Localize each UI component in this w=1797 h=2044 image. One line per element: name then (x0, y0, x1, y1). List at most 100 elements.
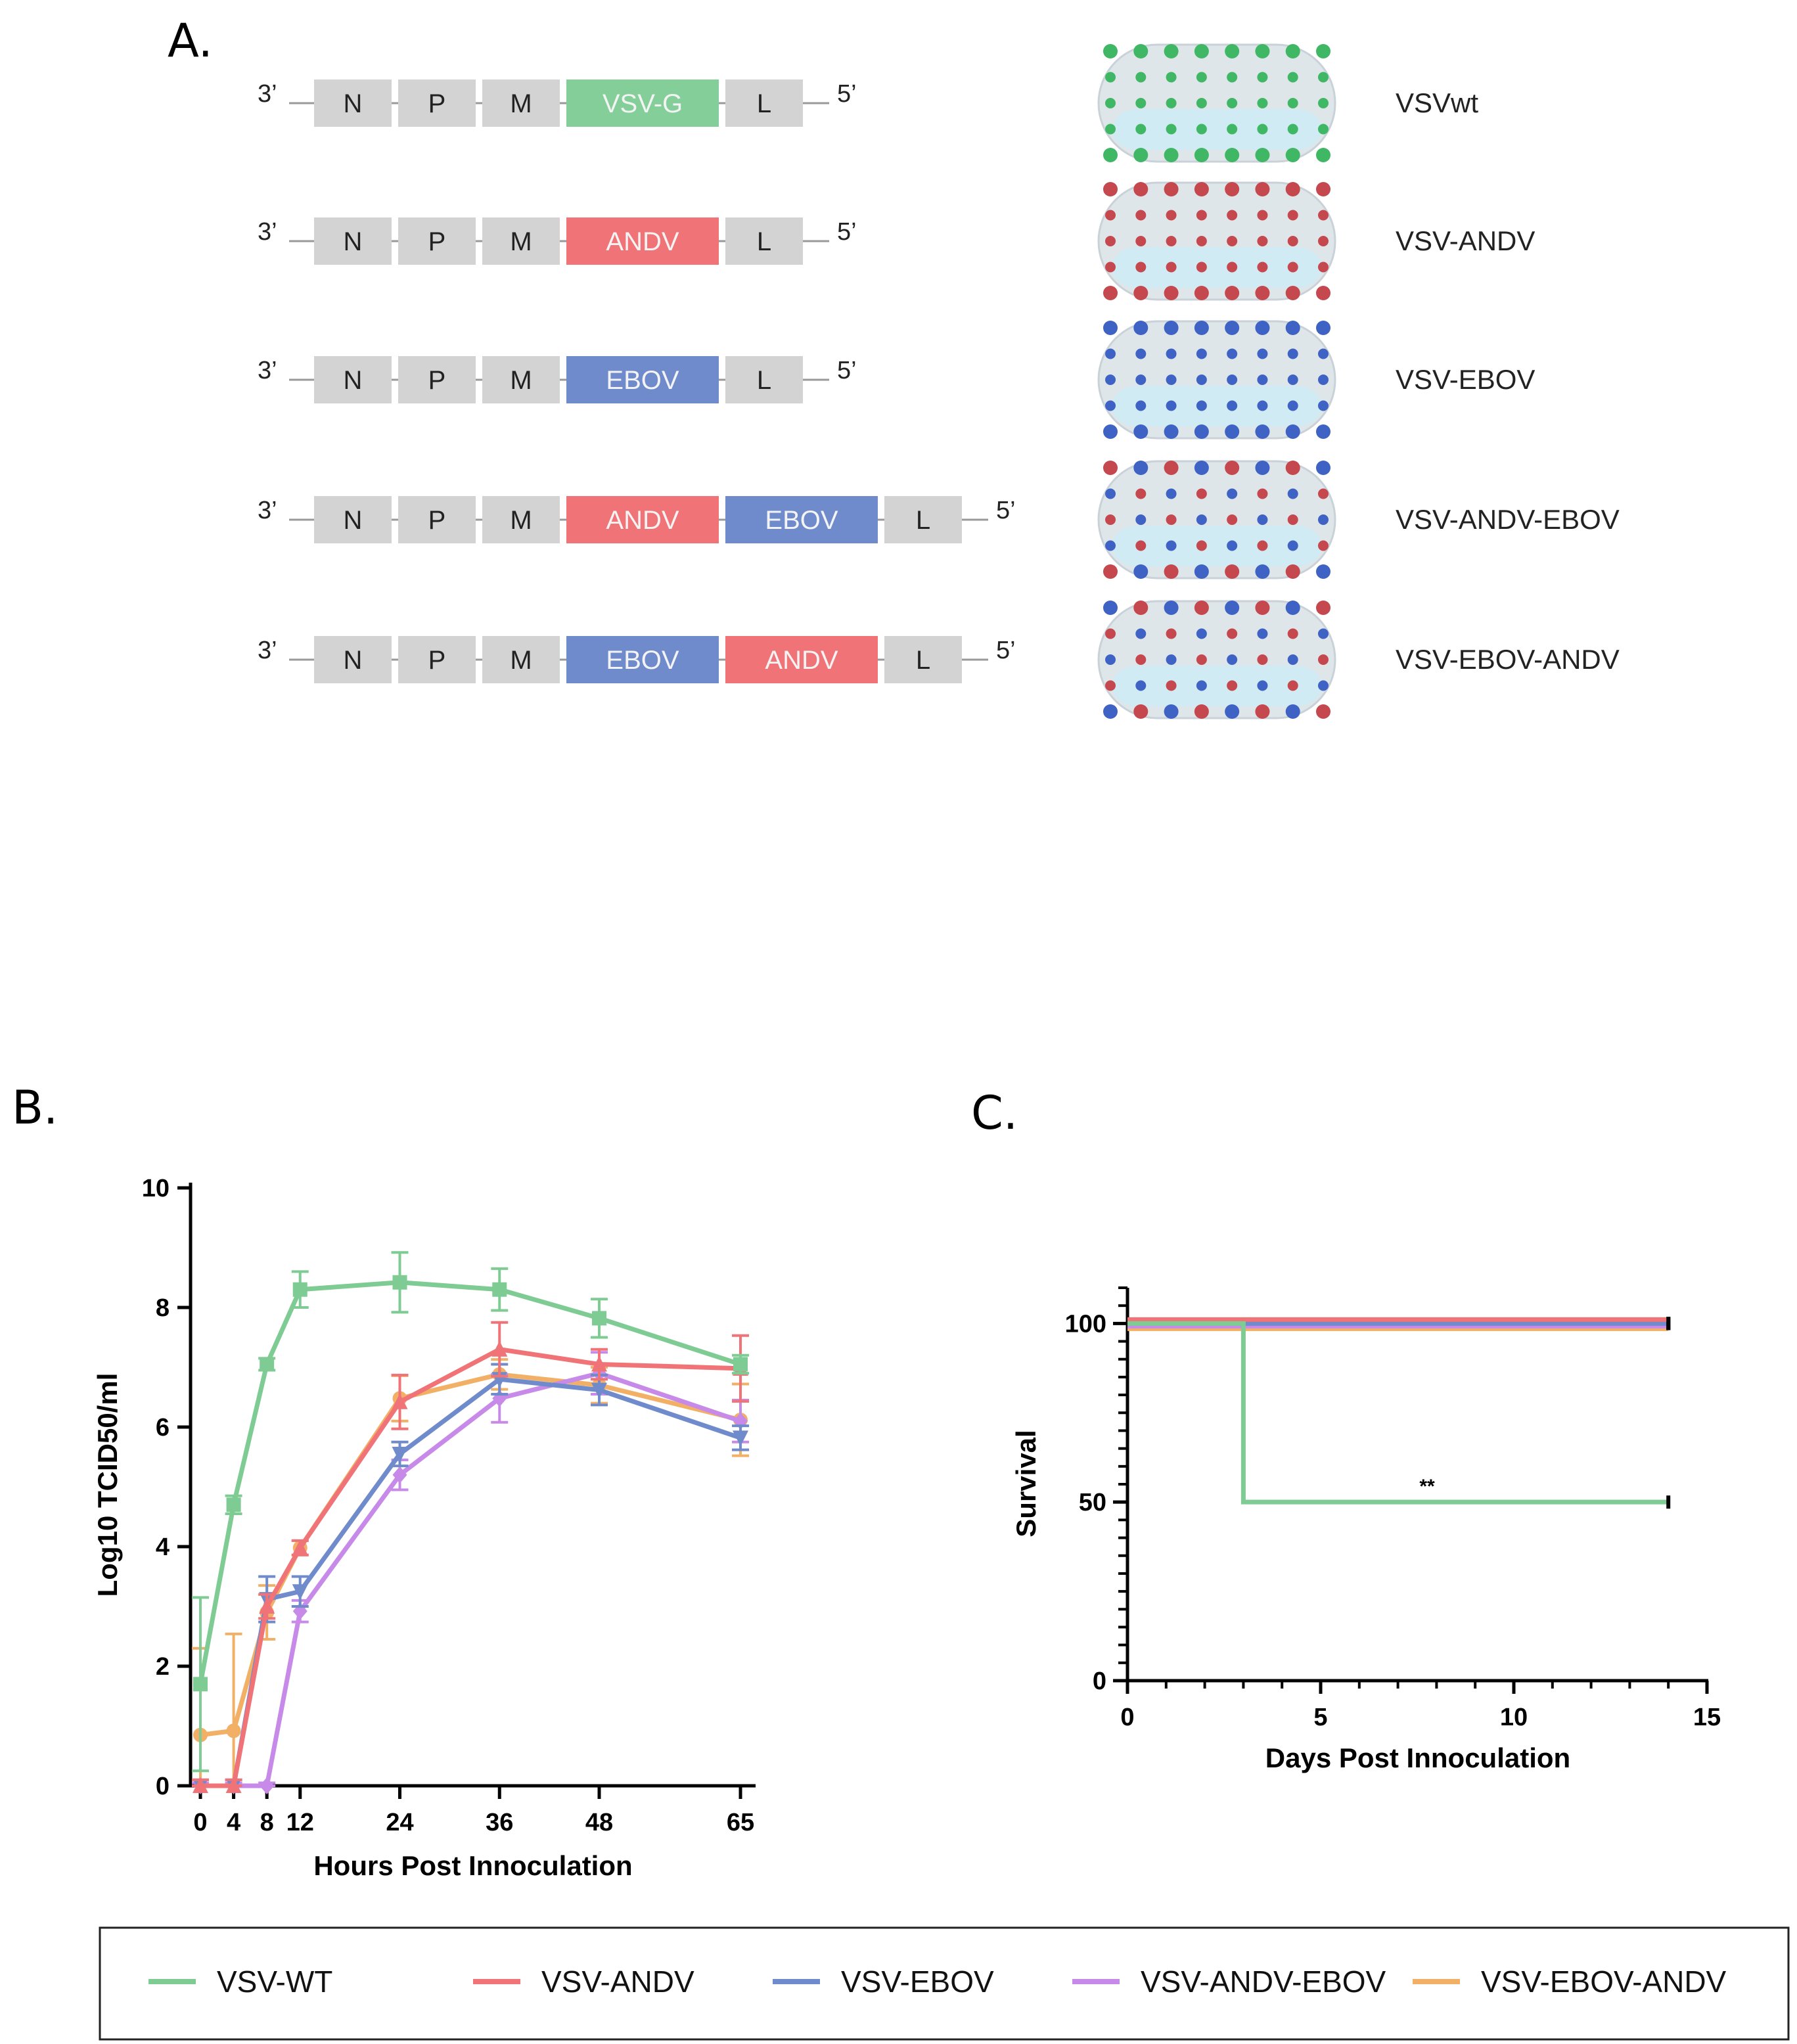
b-data-point (225, 1777, 242, 1793)
c-x-tick-label: 5 (1313, 1704, 1327, 1731)
glycoprotein-spike (1285, 44, 1300, 58)
virion-illustration (1097, 320, 1336, 440)
three-prime-label: 3’ (258, 357, 277, 384)
gene-label: L (757, 89, 771, 118)
virus-name: VSV-ANDV-EBOV (1396, 504, 1620, 535)
glycoprotein-spike (1103, 564, 1118, 579)
glycoprotein-spike (1285, 601, 1300, 615)
virion-illustration (1097, 43, 1336, 163)
glycoprotein-spike (1135, 236, 1147, 246)
glycoprotein-spike (1105, 261, 1116, 273)
gene-label: EBOV (765, 506, 838, 535)
glycoprotein-spike (1164, 286, 1179, 300)
gene-box (725, 636, 878, 683)
glycoprotein-spike (1318, 124, 1329, 135)
glycoprotein-spike (1105, 348, 1116, 359)
three-prime-label: 3’ (258, 637, 277, 664)
b-data-point (259, 1598, 275, 1614)
glycoprotein-spike (1257, 514, 1268, 525)
glycoprotein-spike (1135, 348, 1147, 359)
legend-label: VSV-EBOV-ANDV (1481, 1965, 1727, 1999)
legend-item: VSV-WT (148, 1965, 332, 1999)
glycoprotein-spike (1135, 628, 1147, 639)
glycoprotein-spike (1164, 564, 1179, 579)
b-series-andv_ebov (192, 1351, 749, 1794)
b-data-point (226, 1723, 241, 1738)
glycoprotein-spike (1287, 680, 1298, 691)
glycoprotein-spike (1255, 44, 1270, 58)
panel-c-survival-chart: 0 50 100 0 5 10 15 ** Days Post Innoculation S… (1011, 1286, 1721, 1773)
construct-row: 3’ N P M EBOV ANDV L 5’ VSV-EBOV-ANDV (258, 600, 1620, 719)
glycoprotein-spike (1316, 148, 1331, 162)
glycoprotein-spike (1255, 321, 1270, 335)
b-data-point (260, 1777, 275, 1794)
glycoprotein-spike (1287, 98, 1298, 108)
glycoprotein-spike (1105, 488, 1116, 499)
glycoprotein-spike (1287, 72, 1298, 83)
glycoprotein-spike (1287, 210, 1298, 221)
glycoprotein-spike (1196, 654, 1207, 665)
glycoprotein-spike (1257, 540, 1268, 551)
b-data-point (392, 1393, 408, 1409)
c-y-axis-title: Survival (1011, 1430, 1041, 1537)
glycoprotein-spike (1194, 286, 1209, 300)
gene-label: P (428, 366, 446, 395)
glycoprotein-spike (1318, 540, 1329, 551)
gene-box (314, 217, 392, 265)
glycoprotein-spike (1133, 182, 1149, 196)
glycoprotein-spike (1103, 321, 1118, 335)
gene-box (314, 79, 392, 127)
glycoprotein-spike (1105, 654, 1116, 665)
glycoprotein-spike (1227, 654, 1238, 665)
gene-box (884, 636, 962, 683)
glycoprotein-spike (1196, 680, 1207, 691)
glycoprotein-spike (1166, 124, 1177, 135)
gene-label: M (510, 506, 532, 535)
b-y-axis-title: Log10 TCID50/ml (92, 1373, 123, 1597)
virion-shade (1112, 525, 1322, 567)
glycoprotein-spike (1166, 98, 1177, 108)
b-data-point (193, 1777, 208, 1793)
glycoprotein-spike (1196, 261, 1207, 273)
glycoprotein-spike (1287, 261, 1298, 273)
glycoprotein-spike (1166, 514, 1177, 525)
c-y-tick-label: 100 (1065, 1310, 1106, 1338)
glycoprotein-spike (1225, 148, 1240, 162)
construct-row: 3’ N P M VSV-G L 5’ VSVwt (258, 43, 1478, 163)
glycoprotein-spike (1285, 148, 1300, 162)
gene-box (314, 636, 392, 683)
gene-box (725, 217, 803, 265)
glycoprotein-spike (1255, 564, 1270, 579)
glycoprotein-spike (1227, 680, 1238, 691)
glycoprotein-spike (1227, 210, 1238, 221)
gene-label: VSV-G (603, 89, 683, 118)
five-prime-label: 5’ (837, 80, 857, 108)
c-series-wt (1127, 1321, 1671, 1509)
glycoprotein-spike (1103, 461, 1118, 475)
glycoprotein-spike (1135, 654, 1147, 665)
glycoprotein-spike (1105, 98, 1116, 108)
c-y-tick-label: 0 (1093, 1668, 1106, 1695)
glycoprotein-spike (1287, 124, 1298, 135)
b-y-tick-label: 10 (142, 1175, 170, 1202)
b-x-tick-label: 4 (227, 1809, 240, 1836)
legend-item: VSV-EBOV (773, 1965, 994, 1999)
glycoprotein-spike (1196, 540, 1207, 551)
gene-box (482, 217, 560, 265)
glycoprotein-spike (1196, 72, 1207, 83)
glycoprotein-spike (1164, 148, 1179, 162)
gene-label: M (510, 366, 532, 395)
glycoprotein-spike (1133, 564, 1149, 579)
gene-box (398, 496, 476, 543)
glycoprotein-spike (1133, 321, 1149, 335)
legend-label: VSV-EBOV (841, 1965, 994, 1999)
gene-label: P (428, 227, 446, 256)
b-data-point (492, 1282, 507, 1297)
construct-row: 3’ N P M ANDV EBOV L 5’ VSV-ANDV-EBOV (258, 460, 1620, 579)
virion-shade (1112, 385, 1322, 427)
b-data-point (591, 1355, 608, 1372)
virus-name: VSV-EBOV (1396, 364, 1535, 395)
glycoprotein-spike (1316, 44, 1331, 58)
